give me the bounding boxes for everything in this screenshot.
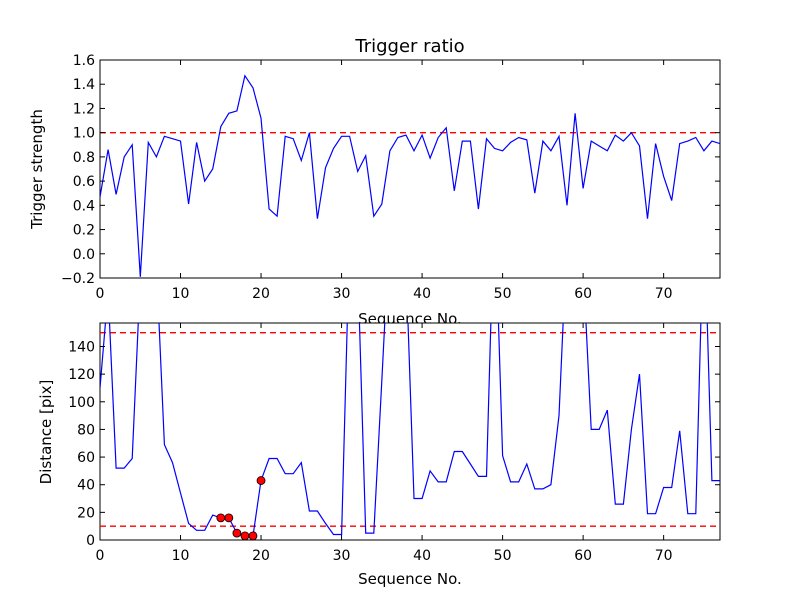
- y-tick-label: 40: [77, 478, 95, 494]
- highlight-point: [216, 513, 226, 523]
- x-tick-label: 0: [96, 286, 105, 302]
- x-tick-label: 10: [172, 548, 190, 564]
- y-axis-label: Trigger strength: [28, 109, 46, 230]
- x-tick-label: 60: [574, 548, 592, 564]
- x-tick-label: 50: [494, 286, 512, 302]
- x-axis-ticks: 0 10 20 30 40 50 60 70: [96, 60, 673, 302]
- highlight-point: [248, 531, 258, 540]
- y-tick-label: 100: [68, 395, 95, 411]
- y-tick-label: 140: [68, 339, 95, 355]
- y-axis-ticks: −0.2 0.0 0.2 0.4 0.6 0.8 1.0 1.2 1.4 1.6: [61, 53, 720, 287]
- series-layer: [100, 323, 720, 540]
- x-axis-label: Sequence No.: [358, 570, 462, 588]
- y-tick-label: 0.0: [73, 247, 95, 263]
- y-tick-label: 0.2: [73, 223, 95, 239]
- y-tick-label: 1.2: [73, 101, 95, 117]
- x-tick-label: 70: [655, 286, 673, 302]
- y-tick-label: −0.2: [61, 271, 95, 287]
- x-tick-label: 50: [494, 548, 512, 564]
- y-tick-label: 1.4: [73, 77, 95, 93]
- y-tick-label: 1.0: [73, 126, 95, 142]
- x-tick-label: 20: [252, 548, 270, 564]
- x-axis-ticks: 0 10 20 30 40 50 60 70: [96, 323, 673, 564]
- x-tick-label: 20: [252, 286, 270, 302]
- x-tick-label: 0: [96, 548, 105, 564]
- y-tick-label: 20: [77, 505, 95, 521]
- y-tick-label: 0: [86, 533, 95, 549]
- highlight-point: [224, 513, 234, 523]
- y-axis-ticks: 0 20 40 60 80 100 120 140: [68, 339, 720, 549]
- series-line: [100, 74, 720, 277]
- highlight-point: [232, 528, 242, 538]
- y-tick-label: 0.8: [73, 150, 95, 166]
- x-tick-label: 40: [413, 548, 431, 564]
- y-tick-label: 0.6: [73, 174, 95, 190]
- highlight-point: [256, 476, 266, 485]
- y-tick-label: 120: [68, 367, 95, 383]
- threshold-lines: [100, 332, 720, 527]
- plot-area-frame: [99, 59, 721, 279]
- trigger-ratio-chart: Trigger ratio 0 10 20 30 40 50 60 70 −0.2 0.0 0.2…: [28, 36, 721, 328]
- plot-area-frame: [99, 322, 721, 541]
- chart-title: Trigger ratio: [354, 36, 464, 57]
- y-tick-label: 0.4: [73, 198, 95, 214]
- highlight-point: [240, 531, 250, 540]
- x-tick-label: 30: [333, 286, 351, 302]
- x-tick-label: 60: [574, 286, 592, 302]
- x-tick-label: 10: [172, 286, 190, 302]
- series-layer: [100, 74, 720, 277]
- y-axis-label: Distance [pix]: [37, 380, 55, 485]
- y-tick-label: 80: [77, 422, 95, 438]
- y-tick-label: 60: [77, 450, 95, 466]
- series-line: [100, 323, 720, 537]
- x-tick-label: 30: [333, 548, 351, 564]
- distance-chart: 0 10 20 30 40 50 60 70 0 20 40 60 80 100 120 140 Seque…: [37, 322, 721, 588]
- y-tick-label: 1.6: [73, 53, 95, 69]
- x-tick-label: 70: [655, 548, 673, 564]
- x-tick-label: 40: [413, 286, 431, 302]
